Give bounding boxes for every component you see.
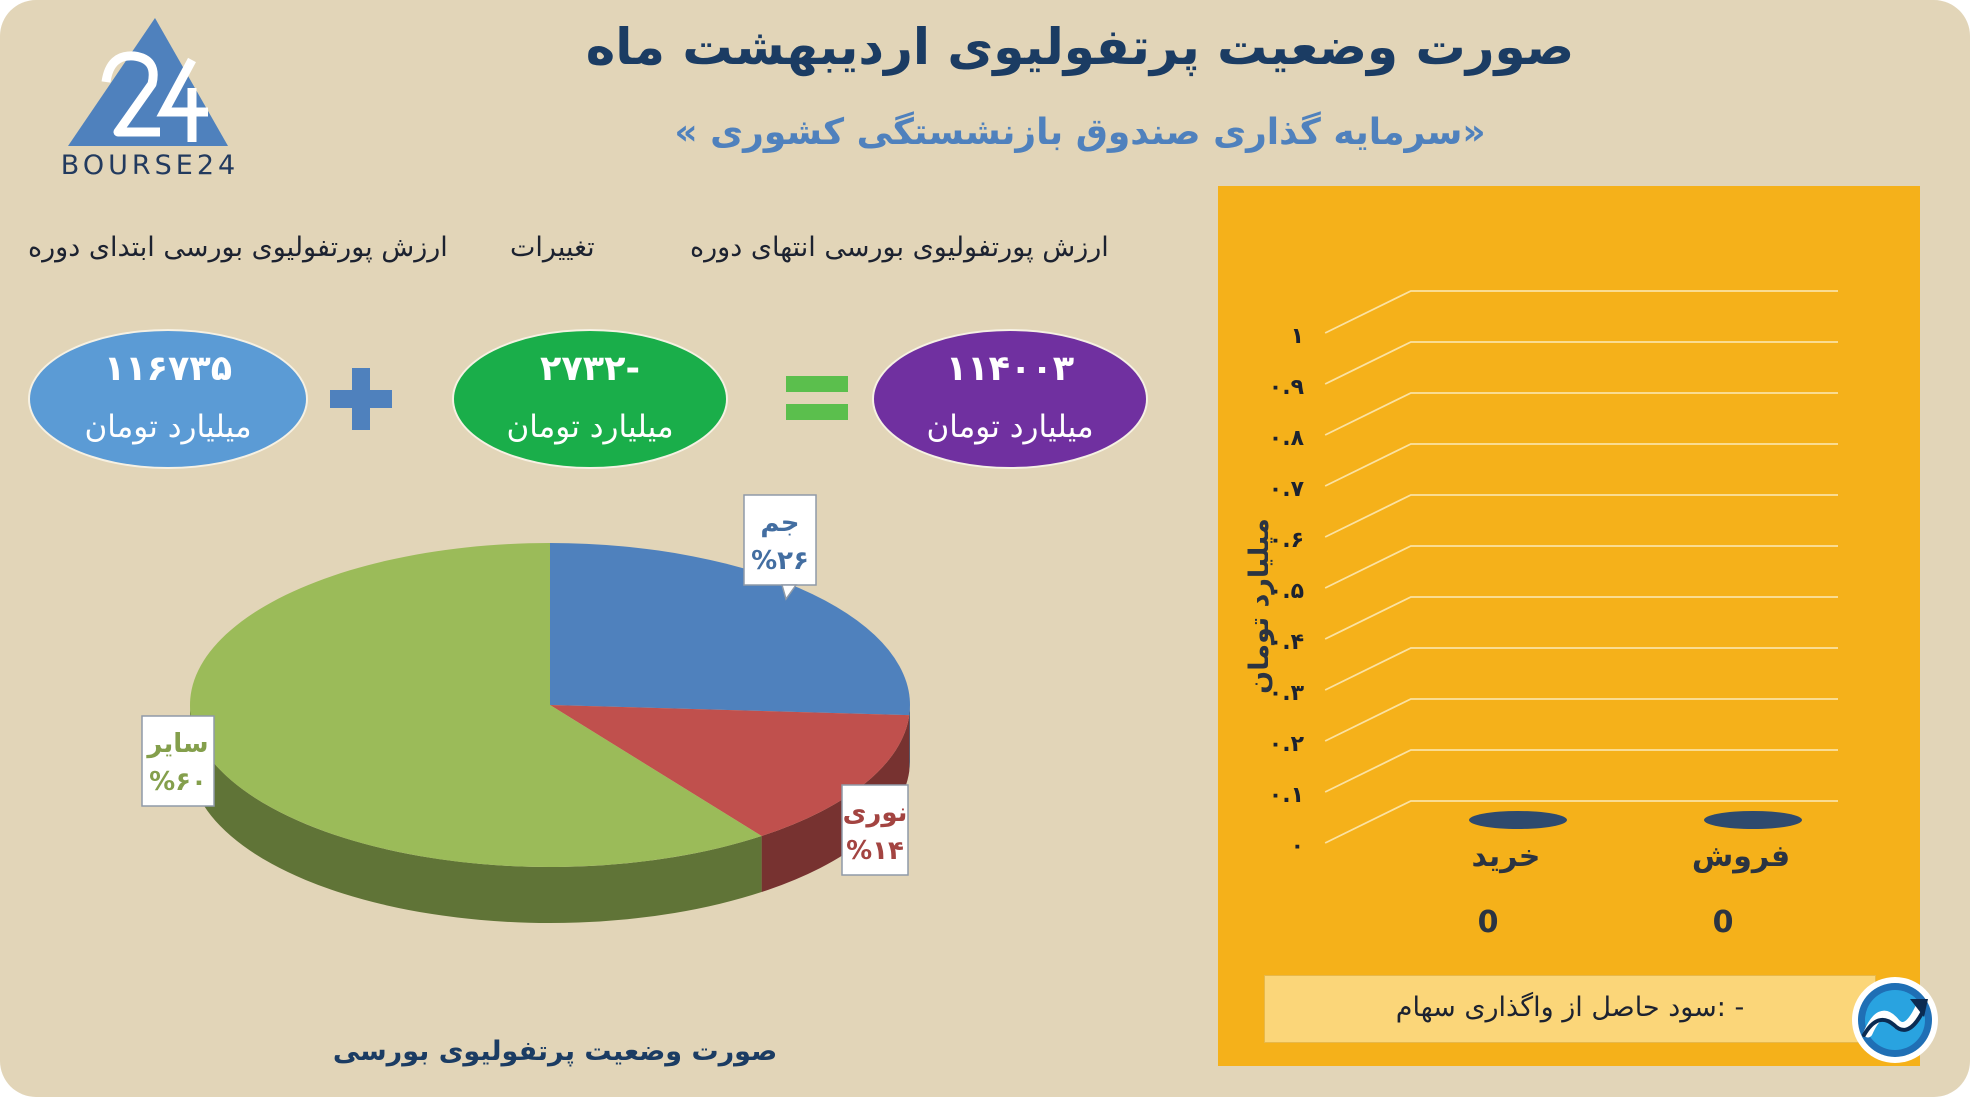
- bar-ytick-4: ۰.۴: [1269, 630, 1304, 655]
- pie-label-name-2: سایر: [145, 729, 208, 759]
- portfolio-pie-chart: جم %۲۶ نوری %۱۴ سایر %۶۰: [141, 494, 910, 923]
- bar-ytick-10: ۱: [1291, 324, 1304, 349]
- pie-side-2: [190, 705, 762, 923]
- profit-note: - :سود حاصل از واگذاری سهام: [1264, 975, 1876, 1043]
- bourse24-logo: [68, 18, 228, 146]
- pie-label-1: نوری %۱۴: [841, 784, 909, 876]
- bar-ytick-2: ۰.۲: [1269, 732, 1305, 757]
- start-unit: میلیارد تومان: [84, 409, 252, 445]
- start-value: ۱۱۶۷۳۵: [103, 349, 233, 389]
- pie-label-name-1: نوری: [843, 798, 908, 828]
- pie-slice-1: [550, 705, 910, 837]
- pie-chart-caption: صورت وضعیت پرتفولیوی بورسی: [332, 1036, 778, 1067]
- change-value-oval: -۲۷۳۲ میلیارد تومان: [452, 329, 728, 469]
- page-title: صورت وضعیت پرتفولیوی اردیبهشت ماه: [585, 18, 1575, 76]
- bar-data-label-0: 0: [1478, 905, 1499, 940]
- change-label: تغییرات: [510, 232, 595, 263]
- change-unit: میلیارد تومان: [506, 409, 674, 445]
- chart-trend-arrow-icon: [1852, 977, 1938, 1063]
- pie-label-0: جم %۲۶: [743, 494, 817, 601]
- logo-digit-4: [156, 57, 208, 142]
- bar-ytick-6: ۰.۶: [1269, 528, 1304, 553]
- pie-label-value-1: %۱۴: [846, 836, 904, 866]
- bar-ytick-8: ۰.۸: [1269, 426, 1305, 451]
- pie-label-2: سایر %۶۰: [141, 715, 215, 807]
- end-value-oval: ۱۱۴۰۰۳ میلیارد تومان: [872, 329, 1148, 469]
- bar-ytick-3: ۰.۳: [1269, 681, 1305, 706]
- pie-slice-2: [190, 543, 762, 867]
- logo-text: BOURSE24: [60, 150, 240, 181]
- plus-icon: [330, 368, 392, 430]
- bar-1: [1704, 811, 1802, 829]
- bar-gridlines: [1324, 290, 1838, 844]
- end-value: ۱۱۴۰۰۳: [945, 349, 1075, 389]
- bar-ylabel: میلیارد تومان: [1244, 518, 1275, 694]
- pie-label-value-2: %۶۰: [149, 767, 207, 797]
- pie-label-value-0: %۲۶: [751, 546, 809, 576]
- end-unit: میلیارد تومان: [926, 409, 1094, 445]
- pie-slice-0: [550, 543, 910, 716]
- bar-ytick-0: ۰: [1291, 834, 1304, 859]
- equals-icon: [786, 376, 848, 420]
- start-value-oval: ۱۱۶۷۳۵ میلیارد تومان: [28, 329, 308, 469]
- bar-0: [1469, 811, 1567, 829]
- pie-side-0: [909, 705, 910, 772]
- bar-ytick-1: ۰.۱: [1269, 783, 1304, 808]
- pie-side-1: [761, 715, 910, 893]
- trades-bar-chart: ۰ ۰.۱ ۰.۲ ۰.۳ ۰.۴ ۰.۵ ۰.۶ ۰.۷ ۰.۸ ۰.۹ ۱ میلیارد توم…: [1244, 290, 1838, 940]
- end-value-label: ارزش پورتفولیوی بورسی انتهای دوره: [690, 232, 1109, 263]
- bar-ytick-5: ۰.۵: [1269, 579, 1304, 604]
- pie-label-name-0: جم: [760, 508, 799, 538]
- page-subtitle: «سرمایه گذاری صندوق بازنشستگی کشوری »: [674, 112, 1486, 153]
- bar-category-0: خرید: [1472, 839, 1541, 874]
- bar-ytick-9: ۰.۹: [1269, 375, 1304, 400]
- logo-digit-2: [101, 51, 160, 137]
- bar-category-1: فروش: [1692, 839, 1790, 874]
- bar-ytick-7: ۰.۷: [1269, 477, 1305, 502]
- start-value-label: ارزش پورتفولیوی بورسی ابتدای دوره: [28, 232, 448, 263]
- change-value: -۲۷۳۲: [540, 349, 640, 389]
- bar-data-label-1: 0: [1713, 905, 1734, 940]
- trades-panel: [1218, 186, 1920, 1066]
